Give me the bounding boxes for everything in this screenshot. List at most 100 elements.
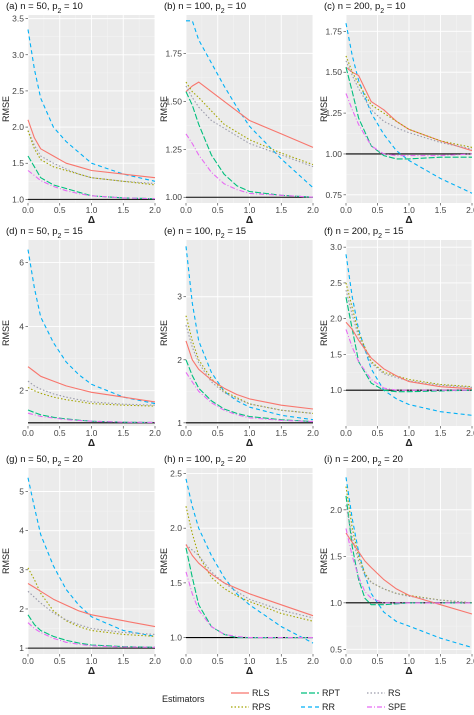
panel-f: 0.0 0.5 1.0 1.5 2.0 1.0 1.5 2.0 2.5 3.0 (f) n = 20… [319,226,474,449]
legend-label-rps: RPS [252,702,271,712]
legend-label-rls: RLS [252,688,270,698]
panel-c: 0.0 0.5 1.0 1.5 2.0 0.75 1.00 1.25 1.50 1.75 (c) n… [319,1,474,226]
x-tick-label: 2.0 [466,428,474,438]
x-tick-label: 2.0 [466,205,474,215]
series-line-rpt [345,297,473,393]
panel-title: (e) n = 100, p2 = 15 [164,226,246,240]
series-line-rls [185,81,314,148]
series-line-rps [27,567,156,637]
series-line-spe [27,170,156,200]
series-line-spe [345,93,473,157]
series-line-rr [186,20,314,189]
series-line-rls [27,366,156,403]
y-tick-label: 1.5 [330,349,342,359]
y-tick-label: 1.0 [330,385,342,395]
x-tick-label: 0.5 [54,656,66,666]
y-tick-label: 1.00 [165,192,182,202]
y-tick-label: 2 [19,386,24,396]
series-line-rpt [27,409,156,424]
panel-b: 0.0 0.5 1.0 1.5 2.0 1.00 1.25 1.50 1.75 (b) n = 1… [159,1,319,226]
y-tick-label: 1.5 [170,578,182,588]
series-line-rps [345,282,473,388]
y-tick-label: 1.25 [165,144,182,154]
x-tick-label: 1.5 [117,428,129,438]
x-tick-label: 0.0 [180,656,192,666]
x-tick-label: 2.0 [149,205,161,215]
panel-title: (d) n = 50, p2 = 15 [6,226,83,240]
x-tick-label: 1.0 [403,428,415,438]
x-tick-label: 1.0 [244,205,256,215]
x-tick-label: 0.0 [22,205,34,215]
series-line-rr [185,246,314,421]
x-tick-label: 0.0 [180,428,192,438]
legend-label-rr: RR [322,702,335,712]
series-line-rls [185,544,314,617]
y-tick-label: 1.25 [325,108,342,118]
x-axis-label: Δ [246,438,253,449]
legend-label-rpt: RPT [322,688,340,698]
y-tick-label: 1.5 [12,158,24,168]
series-line-rs [27,130,156,185]
x-tick-label: 1.0 [86,428,98,438]
y-tick-label: 5 [19,486,24,496]
y-tick-label: 1.00 [325,149,342,159]
x-tick-label: 0.5 [212,428,224,438]
x-axis-label: Δ [246,215,253,226]
series-line-rls [27,583,156,628]
x-axis-label: Δ [405,438,412,449]
x-tick-label: 1.5 [435,205,447,215]
panel-title: (b) n = 100, p2 = 10 [164,1,246,15]
panel-a: 0.0 0.5 1.0 1.5 2.0 1.0 1.5 2.0 2.5 3.0 3.5(a) n =… [1,1,161,226]
series-line-rps [185,506,314,622]
legend-key-rs [367,692,385,694]
y-tick-label: 1 [177,418,182,428]
legend-key-rls [231,692,249,694]
x-axis-label: Δ [88,215,95,226]
x-tick-label: 1.0 [403,205,415,215]
y-tick-label: 2.0 [330,314,342,324]
series-line-rls [345,321,473,390]
series-line-rpt [185,91,314,198]
x-tick-label: 0.0 [340,205,352,215]
y-tick-label: 4 [19,526,24,536]
x-tick-label: 0.5 [372,428,384,438]
x-tick-label: 1.0 [244,428,256,438]
y-tick-label: 1.0 [330,598,342,608]
panel-i: 0.0 0.5 1.0 1.5 2.0 0.5 1.0 1.5 2.0 (i) n = 200, … [319,454,474,677]
x-tick-label: 1.5 [275,205,287,215]
series-line-rs [27,380,156,406]
x-tick-label: 0.5 [212,205,224,215]
panel-h: 0.0 0.5 1.0 1.5 2.0 1.0 1.5 2.0 2.5(h) n = 100, … [159,454,319,677]
y-tick-label: 2.0 [12,122,24,132]
y-tick-label: 3.0 [330,242,342,252]
y-tick-label: 3.5 [12,14,24,24]
panel-e: 0.0 0.5 1.0 1.5 2.0 1 2 3 (e) n = 100, p2 = 15 Δ R… [159,226,319,449]
series-line-rps [27,130,156,186]
y-tick-label: 4 [19,322,24,332]
panel-title: (a) n = 50, p2 = 10 [6,1,83,15]
x-tick-label: 1.5 [275,656,287,666]
x-tick-label: 1.0 [403,656,415,666]
x-tick-label: 0.5 [54,428,66,438]
series-line-rr [345,477,473,649]
y-tick-label: 2 [19,604,24,614]
y-axis-label: RMSE [159,320,169,346]
y-tick-label: 2.0 [170,523,182,533]
y-axis-label: RMSE [319,96,329,122]
x-tick-label: 2.0 [149,428,161,438]
x-axis-label: Δ [246,666,253,677]
series-line-rps [345,55,473,148]
y-tick-label: 2.5 [12,86,24,96]
x-tick-label: 0.5 [212,656,224,666]
x-tick-label: 1.5 [435,428,447,438]
series-line-spe [27,622,156,648]
x-axis-label: Δ [88,438,95,449]
series-line-spe [345,528,472,604]
x-tick-label: 2.0 [307,205,319,215]
series-line-spe [185,372,314,423]
legend-title: Estimators [162,694,205,704]
panel-title: (h) n = 100, p2 = 20 [164,454,246,468]
x-tick-label: 0.0 [22,428,34,438]
legend-label-spe: SPE [388,702,407,712]
panel-title: (g) n = 50, p2 = 20 [6,454,83,468]
